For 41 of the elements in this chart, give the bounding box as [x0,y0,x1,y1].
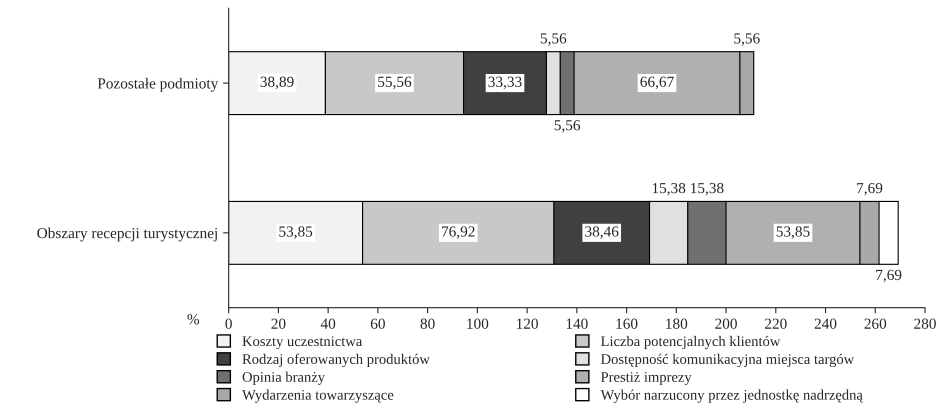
legend-label: Wydarzenia towarzyszące [242,390,394,403]
y-tick-label: Obszary recepcji turystycznej [37,228,217,242]
x-tick-label: 240 [814,318,836,329]
data-label: 7,69 [857,182,882,196]
legend-label: Opinia branży [242,372,325,385]
y-tick-label: Pozostałe podmioty [98,78,218,92]
data-label: 53,85 [776,226,810,239]
legend-label: Rodzaj oferowanych produktów [242,354,430,368]
x-tick-label: 220 [765,318,787,329]
x-tick-label: 0 [225,318,232,329]
data-label: 53,85 [279,226,312,239]
x-tick-label: 120 [516,318,538,329]
x-axis-title: % [187,314,200,324]
x-tick-label: 180 [666,318,688,329]
data-label: 15,38 [652,182,686,196]
x-tick-label: 160 [616,318,638,329]
data-label: 66,67 [640,76,674,90]
x-tick-label: 140 [566,318,588,329]
x-tick-label: 60 [370,318,385,329]
legend-label: Dostępność komunikacyjna miejsca targów [600,354,854,368]
x-tick-label: 40 [320,318,336,329]
data-label: 5,56 [540,33,566,46]
data-label: 38,46 [585,226,618,239]
data-label: 33,33 [488,76,522,90]
x-tick-label: 260 [864,318,886,329]
x-tick-label: 20 [271,318,286,329]
legend-label: Wybór narzucony przez jednostkę nadrzędną [600,390,864,403]
legend-label: Prestiż imprezy [600,372,692,385]
x-tick-label: 80 [420,318,435,329]
x-tick-label: 100 [467,318,488,329]
data-label: 38,89 [260,76,294,90]
legend-label: Koszty uczestnictwa [242,336,362,350]
x-tick-label: 280 [914,318,936,329]
x-tick-label: 200 [715,318,737,329]
legend-label: Liczba potencjalnych klientów [600,336,780,350]
data-label: 15,38 [691,182,724,196]
data-label: 5,56 [554,120,580,133]
data-label: 7,69 [876,270,902,282]
data-label: 55,56 [378,76,412,90]
data-label: 76,92 [442,226,475,239]
data-label: 5,56 [734,33,760,46]
